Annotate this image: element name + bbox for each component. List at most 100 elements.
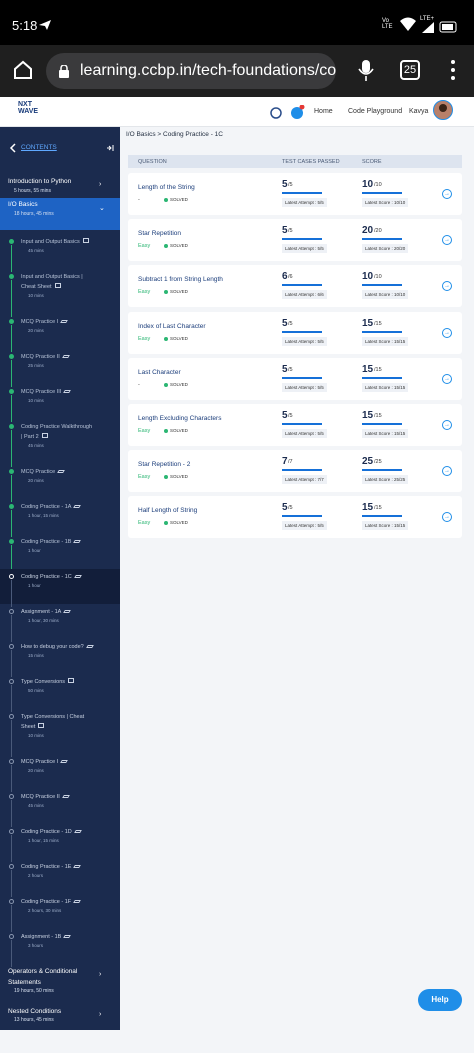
lesson-item[interactable]: Coding Practice - 1D 1 hour, 15 mins — [0, 824, 120, 862]
logo-top[interactable]: NXT — [18, 101, 32, 108]
lesson-duration: 20 mins — [28, 328, 44, 333]
section-duration: 5 hours, 55 mins — [14, 188, 51, 194]
lesson-status — [9, 864, 14, 869]
score: 15 — [362, 502, 374, 514]
question-name[interactable]: Subtract 1 from String Length — [138, 276, 223, 284]
breadcrumb[interactable]: I/O Basics > Coding Practice - 1C — [126, 131, 223, 138]
nav-playground[interactable]: Code Playground — [348, 108, 403, 115]
question-name[interactable]: Half Length of String — [138, 507, 198, 515]
tab-count[interactable]: 25 — [400, 60, 420, 80]
question-name[interactable]: Last Character — [138, 368, 181, 376]
lesson-duration: 10 mins — [28, 733, 44, 738]
lock-icon — [59, 65, 69, 78]
question-card[interactable]: Subtract 1 from String Length Easy SOLVED 6… — [128, 265, 462, 308]
question-name[interactable]: Length Excluding Characters — [138, 415, 222, 422]
question-card[interactable]: Length of the String - SOLVED 5/5 Latest Att… — [128, 173, 462, 215]
passed-total: /5 — [288, 182, 293, 188]
question-name[interactable]: Index of Last Character — [138, 322, 206, 330]
lesson-item[interactable]: Coding Practice - 1C 1 hour — [0, 569, 120, 607]
timeline — [11, 475, 12, 502]
open-button[interactable]: → — [442, 327, 452, 338]
lesson-status — [9, 574, 14, 579]
question-card[interactable]: Last Character - SOLVED 5/5 Latest Attempt :… — [128, 357, 462, 400]
lesson-item[interactable]: MCQ Practice I 20 mins — [0, 754, 120, 792]
timeline — [11, 870, 12, 897]
lesson-item[interactable]: MCQ Practice I 20 mins — [0, 314, 120, 352]
lesson-item[interactable]: Coding Practice Walkthrough | Part 2 45 m… — [0, 419, 120, 467]
open-button[interactable]: → — [442, 235, 452, 246]
lesson-item[interactable]: Assignment - 1A 1 hour, 30 mins — [0, 604, 120, 642]
section[interactable]: Introduction to Python 5 hours, 55 mins › — [0, 175, 120, 198]
time: 5:18 — [12, 18, 38, 33]
timeline — [11, 905, 12, 932]
lesson-item[interactable]: Type Conversions | Cheat Sheet 10 mins — [0, 709, 120, 757]
lesson-item[interactable]: Coding Practice - 1B 1 hour — [0, 534, 120, 572]
lesson-item[interactable]: MCQ Practice II 25 mins — [0, 349, 120, 387]
open-button[interactable]: → — [442, 373, 452, 384]
lesson-duration: 1 hour — [28, 548, 41, 553]
lesson-item[interactable]: Input and Output Basics 45 mins — [0, 234, 120, 272]
lesson-status — [9, 354, 14, 359]
lesson-item[interactable]: Coding Practice - 1A 1 hour, 15 mins — [0, 499, 120, 537]
lesson-status — [9, 239, 14, 244]
chevron: › — [99, 971, 102, 978]
section[interactable]: I/O Basics 18 hours, 45 mins ⌄ — [0, 198, 120, 230]
timeline — [11, 835, 12, 862]
question-name[interactable]: Star Repetition — [138, 230, 181, 238]
question-card[interactable]: Length Excluding Characters Easy SOLVED 5/5… — [128, 404, 462, 446]
avatar[interactable] — [433, 100, 453, 120]
question-name[interactable]: Length of the String — [138, 184, 195, 191]
question-name[interactable]: Star Repetition - 2 — [138, 461, 191, 469]
lesson-item[interactable]: How to debug your code? 15 mins — [0, 639, 120, 677]
lesson-icon — [85, 645, 94, 648]
help-button[interactable]: Help — [418, 989, 462, 1011]
lesson-duration: 1 hour, 15 mins — [28, 838, 59, 843]
nav-home[interactable]: Home — [314, 108, 333, 115]
mic-button[interactable] — [358, 59, 374, 83]
open-button[interactable]: → — [442, 466, 452, 477]
lesson-item[interactable]: Input and Output Basics | Cheat Sheet 10 … — [0, 269, 120, 317]
user-name[interactable]: Kavya — [409, 108, 429, 115]
lesson-name: Coding Practice Walkthrough | Part 2 — [21, 424, 93, 440]
url-bar[interactable]: learning.ccbp.in/tech-foundations/course… — [46, 53, 336, 89]
section-name: Nested Conditions — [8, 1008, 62, 1015]
lesson-item[interactable]: Assignment - 1B 3 hours — [0, 929, 120, 967]
status: SOLVED — [170, 243, 188, 249]
status-bar: 5:18 Vo LTE LTE+ — [0, 0, 474, 45]
open-button[interactable]: → — [442, 512, 452, 523]
back-icon[interactable] — [9, 143, 17, 153]
question-card[interactable]: Index of Last Character Easy SOLVED 5/5 Late… — [128, 311, 462, 354]
lesson-item[interactable]: Coding Practice - 1E 2 hours — [0, 859, 120, 897]
question-card[interactable]: Star Repetition - 2 Easy SOLVED 7/7 Latest A… — [128, 450, 462, 493]
question-card[interactable]: Half Length of String Easy SOLVED 5/5 Latest… — [128, 496, 462, 539]
open-button[interactable]: → — [442, 420, 452, 430]
lesson-name: Coding Practice - 1B — [21, 537, 93, 547]
status-dot — [164, 290, 168, 295]
section[interactable]: Operators & Conditional Statements 19 hou… — [0, 963, 120, 997]
passed: 5 — [282, 363, 288, 375]
lesson-name: Assignment - 1A — [21, 607, 93, 617]
timeline — [11, 685, 12, 712]
attempt: Latest Attempt : 5/5 — [282, 198, 327, 207]
logo-bottom[interactable]: WAVE — [18, 108, 39, 115]
open-button[interactable]: → — [442, 189, 452, 199]
lesson-item[interactable]: Coding Practice - 1F 2 hours, 30 mins — [0, 894, 120, 932]
lesson-item[interactable]: MCQ Practice II 45 mins — [0, 789, 120, 827]
lesson-duration: 45 mins — [28, 248, 44, 253]
open-button[interactable]: → — [442, 281, 452, 292]
passed-total: /5 — [288, 320, 293, 327]
section-duration: 13 hours, 45 mins — [14, 1017, 54, 1023]
question-card[interactable]: Star Repetition Easy SOLVED 5/5 Latest Attem… — [128, 219, 462, 262]
lesson-status — [9, 389, 14, 394]
lesson-duration: 20 mins — [28, 478, 44, 483]
home-button[interactable] — [12, 59, 34, 81]
collapse-icon[interactable] — [106, 144, 114, 152]
lesson-item[interactable]: MCQ Practice III 10 mins — [0, 384, 120, 422]
lesson-status — [9, 274, 14, 279]
lesson-item[interactable]: Type Conversions 50 mins — [0, 674, 120, 712]
chevron: › — [99, 181, 102, 188]
menu-button[interactable] — [450, 59, 456, 81]
section[interactable]: Nested Conditions 13 hours, 45 mins › — [0, 1003, 120, 1030]
lesson-icon — [63, 390, 72, 393]
lesson-item[interactable]: MCQ Practice 20 mins — [0, 464, 120, 502]
